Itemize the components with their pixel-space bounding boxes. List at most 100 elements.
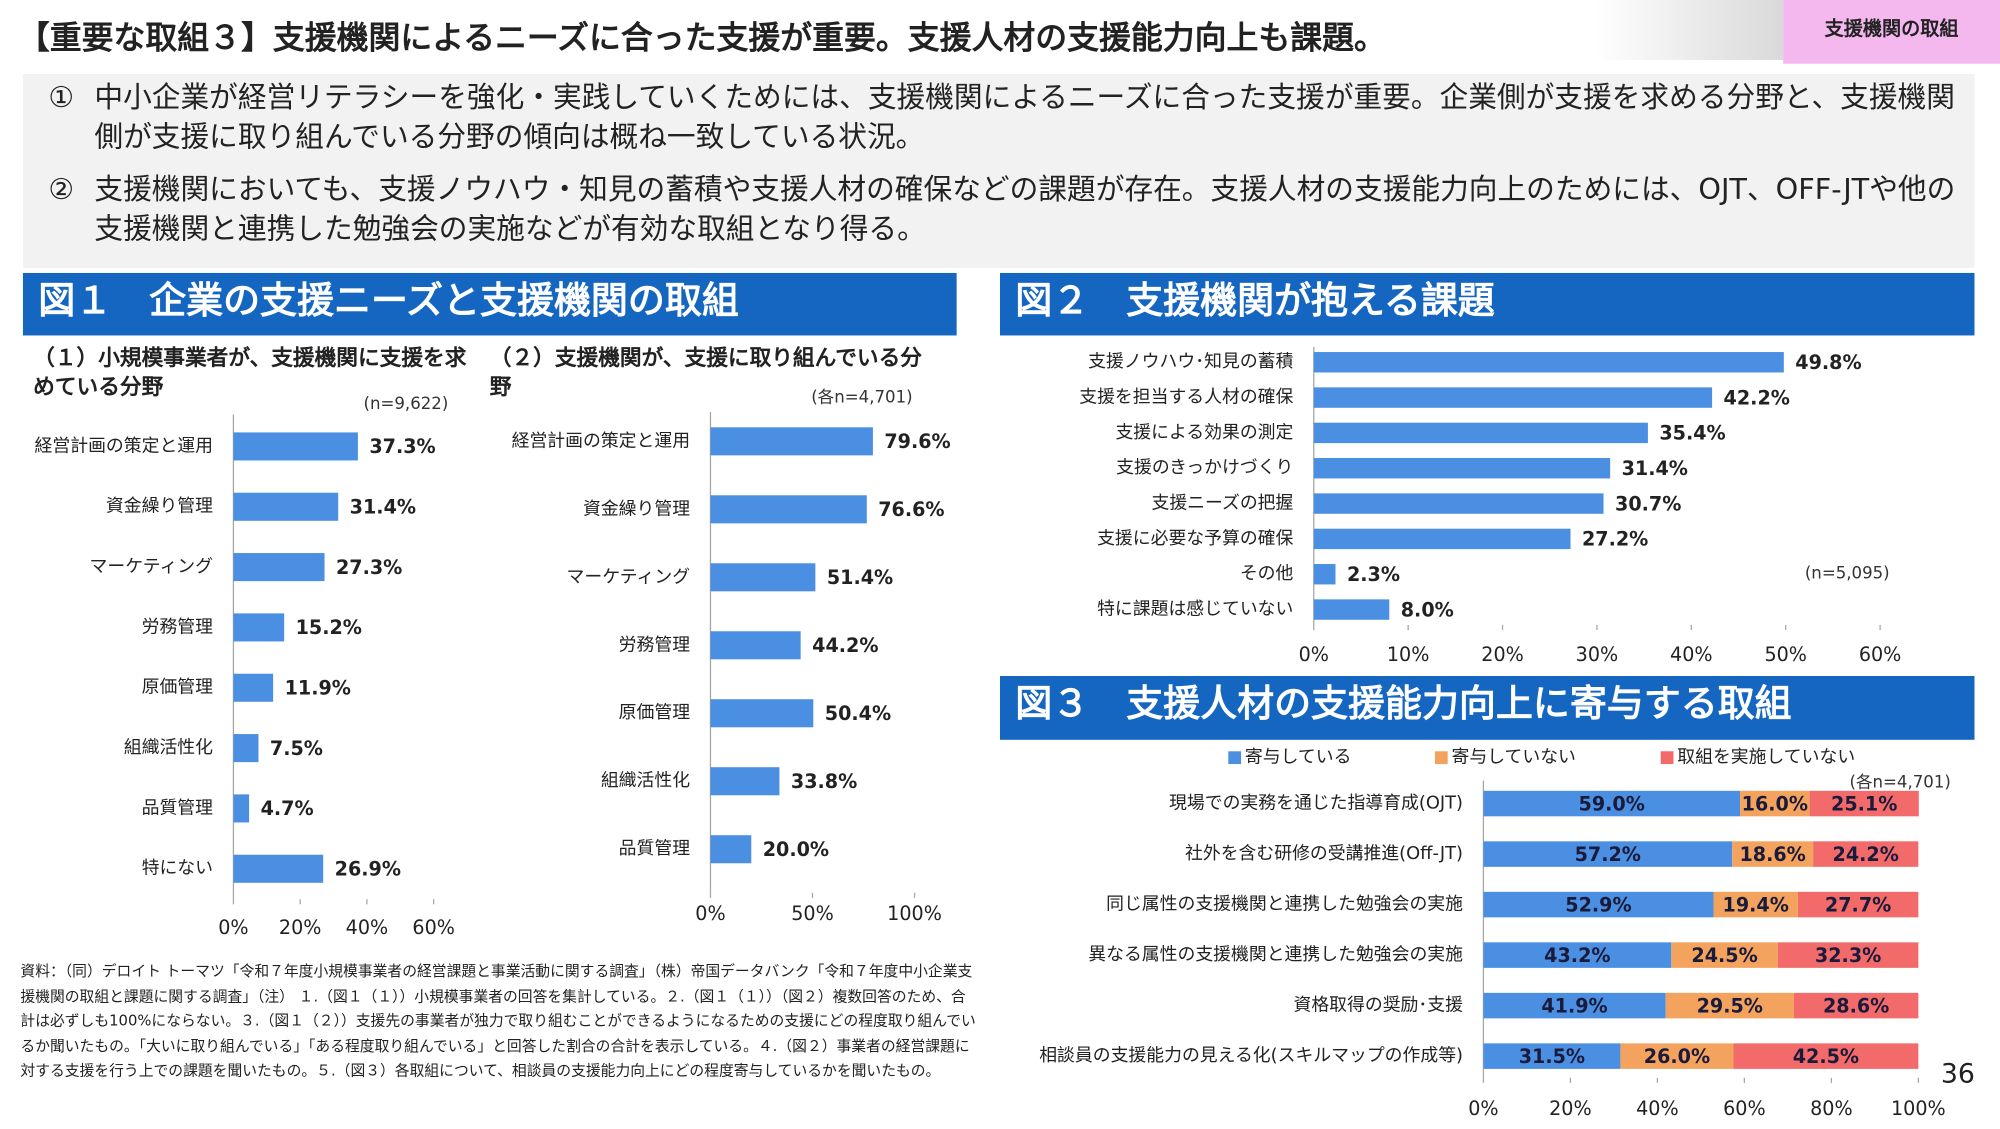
y-tick-label: 支援のきっかけづくり	[1116, 457, 1293, 478]
legend-label: 寄与している	[1245, 747, 1352, 768]
bar	[1313, 387, 1713, 408]
figure-title: 図１ 企業の支援ニーズと支援機関の取組	[38, 279, 739, 322]
chart-title: （２）支援機関が、支援に取り組んでいる分野	[489, 345, 922, 401]
y-tick-label: 労務管理	[619, 634, 691, 655]
legend-label: 寄与していない	[1452, 747, 1576, 768]
data-label: 51.4%	[827, 566, 893, 589]
bar-segment	[1740, 790, 1810, 817]
data-label: 31.4%	[1622, 457, 1688, 480]
figure-title: 図２ 支援機関が抱える課題	[1015, 279, 1495, 322]
legend-label: 取組を実施していない	[1677, 747, 1855, 768]
y-tick-label: 相談員の支援能力の見える化(スキルマップの作成等)	[1039, 1045, 1463, 1066]
x-tick-label: 100%	[887, 902, 942, 925]
data-label: 31.5%	[1519, 1045, 1585, 1068]
data-label: 11.9%	[285, 677, 351, 700]
y-tick-label: 品質管理	[142, 797, 214, 818]
bar-segment	[1483, 891, 1714, 918]
data-label: 20.0%	[763, 838, 829, 861]
data-label: 19.4%	[1723, 893, 1789, 916]
bar	[233, 734, 259, 763]
page-number: 36	[1941, 1059, 1975, 1090]
bar	[1313, 458, 1611, 479]
y-tick-label: 経営計画の策定と運用	[35, 435, 213, 456]
data-label: 24.5%	[1691, 944, 1757, 967]
data-label: 37.3%	[369, 435, 435, 458]
data-label: 50.4%	[825, 702, 891, 725]
bar-segment	[1732, 841, 1814, 867]
data-label: 43.2%	[1544, 944, 1610, 967]
sample-note: (n=9,622)	[364, 394, 449, 413]
data-label: 59.0%	[1579, 792, 1645, 815]
data-label: 15.2%	[296, 616, 362, 639]
y-tick-label: 原価管理	[619, 702, 691, 723]
y-tick-label: その他	[1240, 563, 1294, 584]
y-tick-label: 経営計画の策定と運用	[512, 430, 690, 451]
y-tick-label: マーケティング	[90, 556, 214, 577]
data-label: 7.5%	[270, 737, 323, 760]
y-tick-label: 特にない	[142, 858, 213, 879]
x-tick-label: 50%	[1764, 643, 1807, 666]
bar-segment	[1665, 992, 1794, 1019]
bullet-marker: ②	[48, 173, 75, 207]
bar-segment	[1733, 1043, 1919, 1069]
source-note-box: 資料：（同）デロイト トーマツ「令和７年度小規模事業者の経営課題と事業活動に関す…	[20, 962, 975, 1079]
bar-segment	[1797, 891, 1919, 918]
x-tick-label: 20%	[279, 916, 322, 939]
data-label: 35.4%	[1659, 422, 1725, 445]
y-tick-label: 特に課題は感じていない	[1097, 599, 1293, 620]
data-label: 16.0%	[1742, 792, 1808, 815]
data-label: 28.6%	[1823, 994, 1889, 1017]
y-tick-label: 資格取得の奨励･支援	[1293, 995, 1463, 1016]
x-tick-label: 40%	[1636, 1097, 1679, 1120]
data-label: 24.2%	[1833, 843, 1899, 866]
y-tick-label: 品質管理	[619, 838, 691, 859]
y-tick-label: 労務管理	[142, 616, 214, 637]
data-label: 27.3%	[336, 556, 402, 579]
data-label: 30.7%	[1615, 492, 1681, 515]
data-label: 31.4%	[350, 496, 416, 519]
figure-title-bar	[1000, 272, 1975, 336]
data-label: 33.8%	[791, 770, 857, 793]
bar	[710, 767, 780, 796]
chart-title-box: （１）小規模事業者が、支援機関に支援を求めている分野	[33, 346, 466, 401]
bar	[233, 492, 339, 521]
data-label: 76.6%	[878, 498, 944, 521]
bar	[233, 794, 250, 823]
summary: ① 中小企業が経営リテラシーを強化・実践していくためには、支援機関によるニーズに合…	[48, 81, 1955, 247]
bar	[710, 835, 752, 864]
data-label: 52.9%	[1565, 893, 1631, 916]
legend-swatch	[1434, 751, 1448, 765]
y-tick-label: 支援ニーズの把握	[1152, 493, 1294, 514]
bar	[233, 854, 324, 883]
bar	[710, 427, 873, 456]
tag-box	[1783, 0, 2000, 64]
bar	[1313, 422, 1648, 444]
bar	[710, 563, 816, 592]
bar	[1313, 599, 1390, 620]
y-tick-label: 組織活性化	[601, 770, 690, 791]
y-tick-label: 異なる属性の支援機関と連携した勉強会の実施	[1088, 944, 1463, 965]
data-label: 32.3%	[1815, 944, 1881, 967]
x-tick-label: 100%	[1891, 1097, 1946, 1120]
bar	[1313, 564, 1336, 585]
x-tick-label: 60%	[1723, 1097, 1766, 1120]
x-tick-label: 80%	[1810, 1097, 1853, 1120]
bar-segment	[1793, 992, 1919, 1019]
x-tick-label: 60%	[412, 916, 455, 939]
bar-segment	[1671, 942, 1778, 968]
bar	[1313, 528, 1571, 550]
data-label: 42.2%	[1724, 386, 1790, 409]
bar-segment	[1483, 1043, 1621, 1069]
bullet-marker: ①	[48, 81, 75, 115]
y-tick-label: 支援による効果の測定	[1115, 422, 1293, 443]
bar	[233, 553, 325, 582]
x-tick-label: 60%	[1859, 643, 1902, 666]
x-tick-label: 0%	[1468, 1097, 1498, 1120]
x-tick-label: 40%	[1670, 643, 1713, 666]
sample-note: (n=5,095)	[1805, 563, 1890, 582]
x-tick-label: 50%	[791, 902, 834, 925]
data-label: 25.1%	[1831, 792, 1897, 815]
data-label: 57.2%	[1575, 843, 1641, 866]
y-tick-label: 同じ属性の支援機関と連携した勉強会の実施	[1106, 894, 1463, 915]
